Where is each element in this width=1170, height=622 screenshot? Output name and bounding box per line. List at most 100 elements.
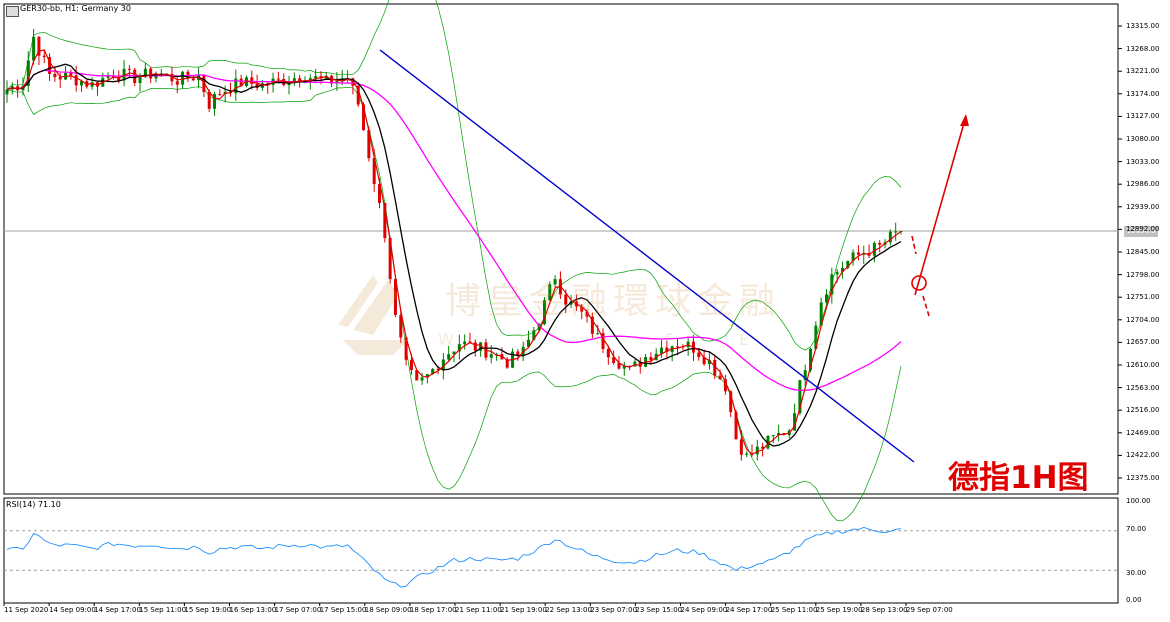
candle-body	[5, 89, 9, 95]
candle-body	[872, 242, 876, 256]
y-tick-label: 13268.00	[1126, 44, 1160, 53]
candle-body	[95, 82, 99, 87]
candle-body	[415, 369, 419, 381]
x-tick-label: 15 Sep 19:00	[184, 606, 232, 614]
candle-body	[729, 391, 733, 413]
candle-body	[846, 260, 850, 268]
candle-body	[489, 354, 493, 358]
candle-body	[617, 362, 621, 369]
candle-body	[447, 354, 451, 360]
candle-body	[676, 346, 679, 348]
y-tick-label: 13221.00	[1126, 67, 1160, 76]
x-tick-label: 24 Sep 09:00	[680, 606, 728, 614]
y-tick-label: 13080.00	[1126, 135, 1160, 143]
candle-body	[894, 231, 898, 233]
candle-body	[798, 380, 802, 414]
y-tick-label: 12610.00	[1126, 361, 1160, 369]
x-tick-label: 25 Sep 19:00	[815, 606, 863, 614]
candle-body	[314, 76, 318, 79]
candle-body	[58, 77, 62, 80]
candle-body	[383, 203, 387, 239]
candle-body	[606, 348, 610, 358]
candle-body	[298, 78, 302, 83]
candle-body	[585, 311, 589, 317]
y-tick-label: 13315.00	[1126, 22, 1160, 30]
candle-body	[170, 73, 174, 82]
candle-body	[500, 354, 504, 360]
chart-title: GER30-bb, H1: Germany 30	[20, 4, 131, 13]
x-tick-label: 21 Sep 19:00	[500, 606, 547, 614]
rsi-y-tick-label: 30.00	[1126, 569, 1147, 577]
y-tick-label: 12657.00	[1126, 338, 1160, 347]
x-tick-label: 24 Sep 17:00	[725, 606, 773, 614]
bollinger-lower	[6, 86, 902, 522]
rsi-line	[6, 526, 902, 588]
ma-slow-line	[6, 63, 902, 447]
candle-body	[766, 435, 770, 449]
candle-body	[473, 342, 477, 351]
candle-body	[425, 374, 429, 378]
candle-body	[362, 104, 366, 131]
candle-body	[127, 68, 131, 70]
candle-body	[622, 365, 626, 369]
candle-body	[149, 68, 153, 79]
candle-body	[388, 238, 392, 280]
rsi-title: RSI(14) 71.10	[6, 500, 61, 509]
ma-fast-line	[6, 49, 902, 456]
candle-body	[122, 68, 126, 81]
candle-body	[404, 337, 408, 360]
x-tick-label: 18 Sep 17:00	[409, 606, 457, 614]
candle-body	[378, 184, 381, 204]
rsi-y-tick-label: 100.00	[1126, 497, 1151, 505]
candle-body	[420, 377, 424, 381]
y-tick-label: 12563.00	[1126, 383, 1160, 392]
candle-body	[548, 284, 552, 301]
candle-body	[532, 330, 536, 340]
x-tick-label: 16 Sep 13:00	[229, 606, 277, 614]
candle-body	[814, 325, 818, 349]
candle-body	[393, 279, 397, 315]
x-tick-label: 14 Sep 09:00	[49, 606, 96, 614]
main-plot-frame	[3, 3, 1119, 495]
candle-body	[90, 82, 94, 87]
candle-body	[479, 342, 483, 351]
candle-body	[175, 81, 179, 85]
chart-window-icon	[6, 6, 19, 17]
y-tick-label: 12939.00	[1126, 202, 1160, 211]
candle-body	[516, 351, 520, 357]
candle-body	[612, 357, 616, 363]
candle-body	[80, 81, 83, 86]
candle-body	[53, 73, 57, 78]
candle-body	[734, 412, 738, 440]
candle-body	[745, 453, 749, 455]
x-tick-label: 28 Sep 13:00	[860, 606, 908, 614]
candle-body	[707, 359, 711, 365]
candle-body	[713, 359, 717, 376]
candle-body	[840, 267, 844, 272]
candle-body	[191, 78, 195, 81]
y-tick-label: 12516.00	[1126, 406, 1160, 415]
candle-body	[830, 274, 834, 295]
target-circle	[911, 275, 927, 291]
candle-body	[356, 85, 360, 105]
candle-body	[308, 78, 312, 82]
x-tick-label: 22 Sep 13:00	[545, 606, 592, 614]
candle-body	[601, 333, 605, 349]
candle-body	[452, 351, 456, 355]
candle-body	[441, 359, 445, 371]
candle-body	[181, 71, 185, 85]
watermark-logo	[318, 255, 428, 374]
y-tick-label: 12704.00	[1126, 315, 1160, 324]
candle-body	[74, 75, 78, 86]
candle-body	[771, 435, 775, 437]
y-tick-label: 12375.00	[1126, 474, 1160, 482]
candle-body	[761, 446, 765, 449]
candle-body	[888, 231, 892, 243]
candle-body	[553, 279, 557, 285]
bollinger-upper	[6, 0, 902, 351]
candle-body	[856, 252, 860, 255]
candle-body	[819, 302, 823, 326]
rsi-plot-frame	[3, 497, 1119, 604]
y-tick-label: 12422.00	[1126, 451, 1160, 460]
